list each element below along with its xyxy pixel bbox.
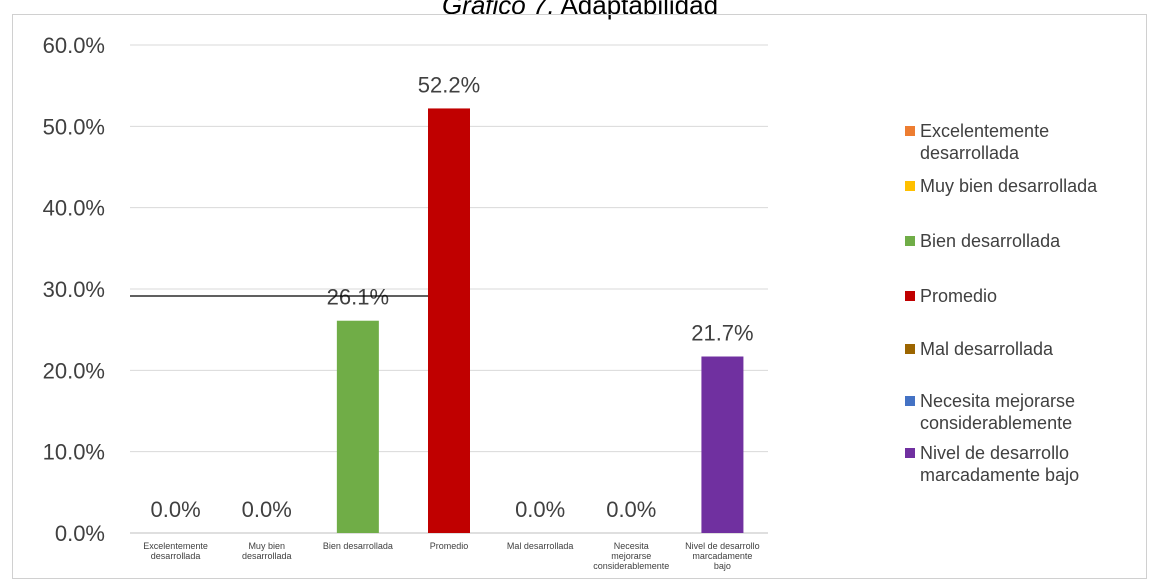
legend-swatch xyxy=(905,448,915,458)
legend-item: Nivel de desarrollo marcadamente bajo xyxy=(905,442,1135,486)
data-label: 52.2% xyxy=(418,72,480,97)
y-tick-label: 0.0% xyxy=(55,521,105,546)
legend-swatch xyxy=(905,236,915,246)
data-label: 0.0% xyxy=(606,497,656,522)
x-tick-label: considerablemente xyxy=(593,561,669,571)
data-label: 21.7% xyxy=(691,321,753,346)
legend-item: Bien desarrollada xyxy=(905,230,1135,252)
data-label: 26.1% xyxy=(327,285,389,310)
legend-label: Promedio xyxy=(920,286,998,306)
x-tick-label: Muy bien xyxy=(248,541,285,551)
x-tick-label: Excelentemente xyxy=(143,541,208,551)
y-tick-label: 20.0% xyxy=(43,358,105,383)
legend-item: Promedio xyxy=(905,285,1135,307)
legend-swatch xyxy=(905,126,915,136)
chart-title: Gráfico 7. Adaptabilidad xyxy=(0,0,1160,21)
legend-swatch xyxy=(905,291,915,301)
x-tick-label: desarrollada xyxy=(151,551,201,561)
legend-label: Necesita mejorarse considerablemente xyxy=(920,391,1076,433)
legend-label: Mal desarrollada xyxy=(920,339,1054,359)
legend-item: Necesita mejorarse considerablemente xyxy=(905,390,1135,434)
legend-item: Mal desarrollada xyxy=(905,338,1135,360)
y-tick-label: 40.0% xyxy=(43,196,105,221)
bar xyxy=(336,320,379,533)
bar xyxy=(701,356,744,533)
data-label: 0.0% xyxy=(515,497,565,522)
data-label: 0.0% xyxy=(150,497,200,522)
legend-label: Nivel de desarrollo marcadamente bajo xyxy=(920,443,1080,485)
legend-swatch xyxy=(905,181,915,191)
x-tick-label: desarrollada xyxy=(242,551,292,561)
y-tick-label: 60.0% xyxy=(43,33,105,58)
x-tick-label: Promedio xyxy=(430,541,469,551)
legend-swatch xyxy=(905,396,915,406)
x-tick-label: Necesita xyxy=(614,541,649,551)
x-tick-label: Nivel de desarrollo xyxy=(685,541,760,551)
x-tick-label: Bien desarrollada xyxy=(323,541,393,551)
x-tick-label: bajo xyxy=(714,561,731,571)
data-label: 0.0% xyxy=(242,497,292,522)
chart-title-text: Adaptabilidad xyxy=(554,0,719,20)
chart-frame xyxy=(12,14,1147,579)
x-tick-label: marcadamente xyxy=(692,551,752,561)
chart-title-number: Gráfico 7. xyxy=(441,0,555,20)
y-tick-label: 30.0% xyxy=(43,277,105,302)
legend-label: Muy bien desarrollada xyxy=(920,176,1098,196)
y-tick-label: 50.0% xyxy=(43,114,105,139)
legend-swatch xyxy=(905,344,915,354)
legend-label: Bien desarrollada xyxy=(920,231,1061,251)
legend-label: Excelentemente desarrollada xyxy=(920,121,1050,163)
x-tick-label: Mal desarrollada xyxy=(507,541,574,551)
legend-item: Muy bien desarrollada xyxy=(905,175,1135,197)
legend-item: Excelentemente desarrollada xyxy=(905,120,1135,164)
y-tick-label: 10.0% xyxy=(43,440,105,465)
x-tick-label: mejorarse xyxy=(611,551,651,561)
bar xyxy=(428,108,470,533)
